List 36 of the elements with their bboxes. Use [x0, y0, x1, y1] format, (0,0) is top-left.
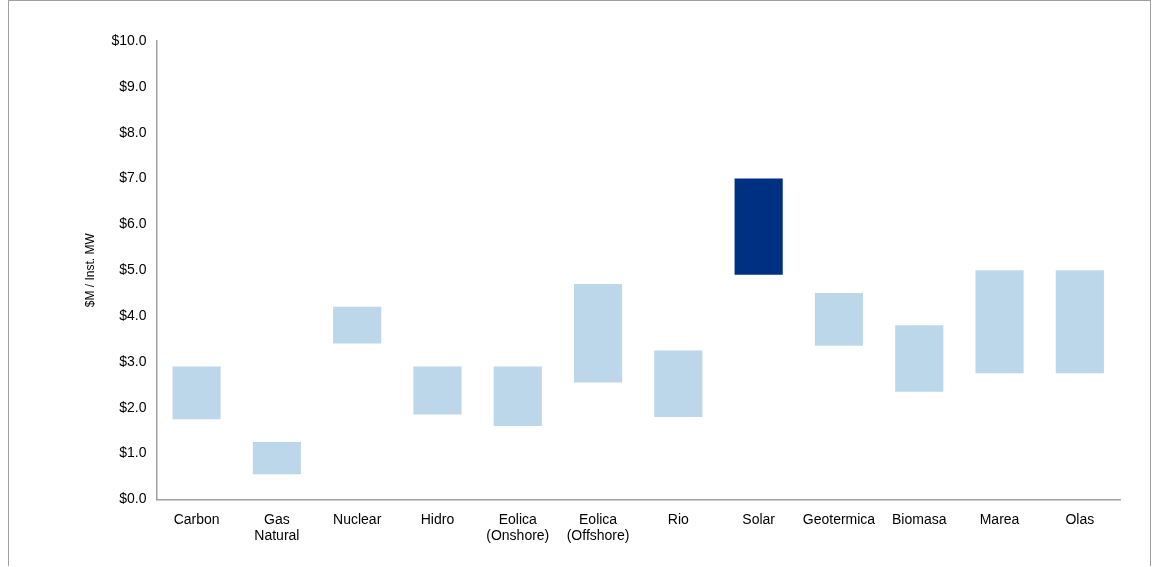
- y-tick-label: $5.0: [119, 261, 147, 278]
- y-tick-label: $6.0: [119, 215, 147, 232]
- bar: [493, 366, 542, 427]
- bar: [654, 350, 703, 417]
- y-tick-label: $9.0: [119, 77, 147, 94]
- y-tick-label: $4.0: [119, 306, 147, 323]
- x-tick-label: Olas: [1065, 510, 1095, 527]
- bar: [895, 325, 944, 392]
- x-tick-label: Solar: [742, 510, 776, 527]
- bar: [734, 178, 783, 275]
- y-tick-label: $10.0: [111, 31, 147, 48]
- bar: [333, 306, 382, 344]
- x-tick-label: Hidro: [420, 510, 455, 527]
- bar: [172, 366, 221, 420]
- bar: [413, 366, 462, 415]
- bar: [573, 283, 623, 383]
- y-tick-label: $3.0: [119, 352, 147, 369]
- x-tick-label: Rio: [667, 510, 690, 527]
- x-tick-label: Nuclear: [333, 510, 382, 527]
- x-tick-label: Marea: [979, 510, 1020, 527]
- y-axis-title: $M / Inst. MW: [82, 232, 97, 308]
- x-tick-label: Carbon: [173, 510, 220, 527]
- y-tick-label: $2.0: [119, 398, 147, 415]
- y-tick-label: $8.0: [119, 123, 147, 140]
- x-tick-label: Eolica (Offshore): [566, 510, 630, 544]
- bar: [814, 293, 864, 346]
- y-tick-label: $7.0: [119, 169, 147, 186]
- bar: [975, 270, 1024, 374]
- x-tick-label: Geotermica: [802, 510, 876, 527]
- y-tick-label: $1.0: [119, 444, 147, 461]
- x-tick-label: Eolica (Onshore): [486, 510, 550, 544]
- bar: [252, 442, 301, 475]
- x-tick-label: Biomasa: [892, 510, 947, 527]
- y-tick-label: $0.0: [119, 490, 147, 507]
- x-tick-label: Gas Natural: [254, 510, 300, 544]
- bar: [1055, 270, 1104, 374]
